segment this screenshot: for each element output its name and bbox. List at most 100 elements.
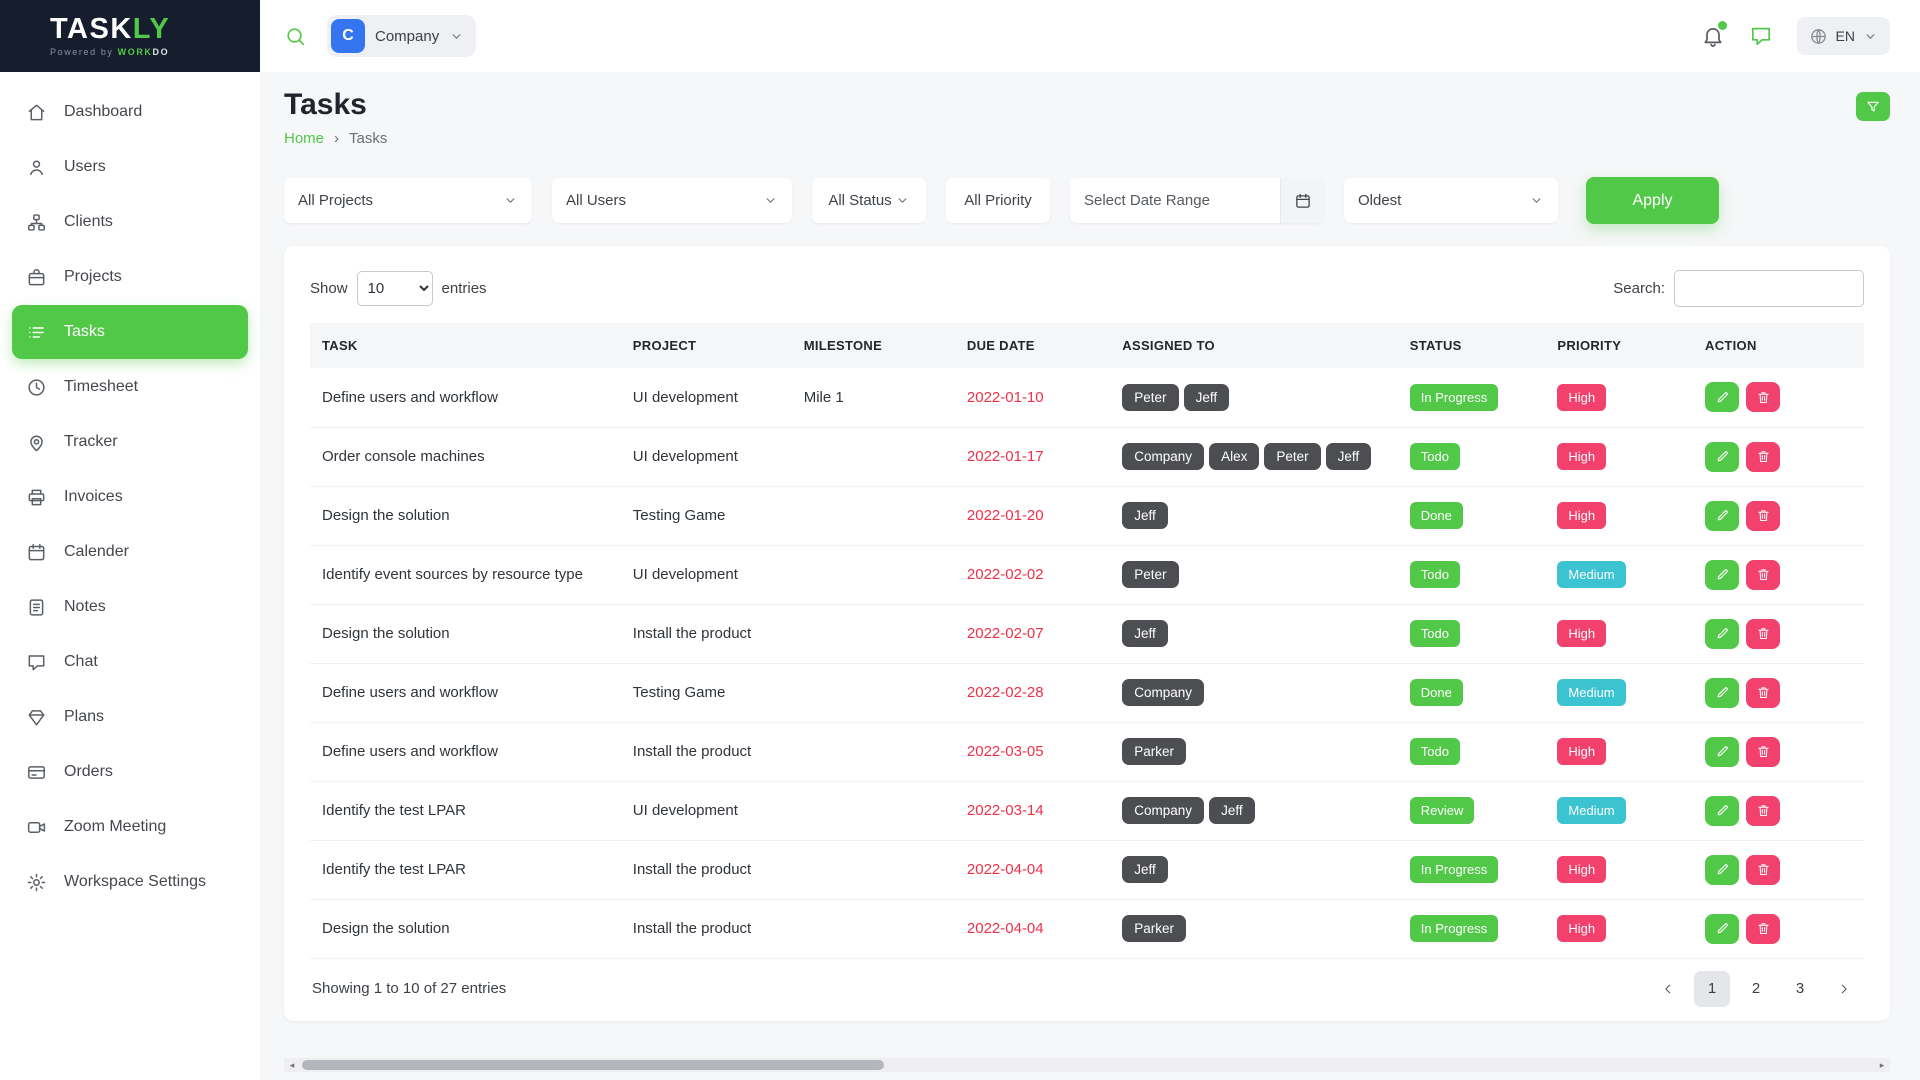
date-range-input[interactable] bbox=[1070, 178, 1280, 223]
assigned-to: Company Jeff bbox=[1110, 781, 1398, 841]
sidebar-item-plans[interactable]: Plans bbox=[12, 690, 248, 744]
pagination-next-button[interactable] bbox=[1826, 971, 1862, 1007]
edit-task-button[interactable] bbox=[1705, 559, 1740, 590]
edit-task-button[interactable] bbox=[1705, 736, 1740, 767]
company-selector[interactable]: C Company bbox=[327, 15, 477, 57]
task-name: Define users and workflow bbox=[310, 368, 621, 428]
scrollbar-thumb[interactable] bbox=[302, 1060, 885, 1070]
calendar-icon[interactable] bbox=[1280, 178, 1324, 223]
due-date: 2022-04-04 bbox=[954, 899, 1111, 959]
delete-task-button[interactable] bbox=[1746, 500, 1781, 531]
projects-filter-select[interactable]: All Projects bbox=[284, 178, 532, 223]
projects-icon bbox=[26, 267, 47, 288]
sidebar-item-clients[interactable]: Clients bbox=[12, 195, 248, 249]
row-actions bbox=[1693, 368, 1864, 428]
language-selector[interactable]: EN bbox=[1796, 17, 1890, 55]
row-actions bbox=[1693, 604, 1864, 664]
delete-task-button[interactable] bbox=[1746, 382, 1781, 413]
assignee-badge: Jeff bbox=[1325, 443, 1372, 470]
company-label: Company bbox=[375, 27, 440, 45]
edit-task-button[interactable] bbox=[1705, 795, 1740, 826]
column-header-milestone[interactable]: MILESTONE bbox=[791, 323, 955, 368]
table-row: Design the solution Install the product 20… bbox=[310, 604, 1864, 664]
sidebar-item-workspace-settings[interactable]: Workspace Settings bbox=[12, 855, 248, 909]
sidebar-item-tracker[interactable]: Tracker bbox=[12, 415, 248, 469]
assignee-badge: Peter bbox=[1264, 443, 1321, 470]
sidebar-item-projects[interactable]: Projects bbox=[12, 250, 248, 304]
assigned-to: Parker bbox=[1110, 899, 1398, 959]
sidebar-item-chat[interactable]: Chat bbox=[12, 635, 248, 689]
edit-task-button[interactable] bbox=[1705, 854, 1740, 885]
sidebar-item-timesheet[interactable]: Timesheet bbox=[12, 360, 248, 414]
column-header-status[interactable]: STATUS bbox=[1397, 323, 1546, 368]
clients-icon bbox=[26, 212, 47, 233]
video-icon bbox=[26, 817, 47, 838]
pagination-page-1[interactable]: 1 bbox=[1694, 970, 1730, 1007]
column-header-project[interactable]: PROJECT bbox=[620, 323, 792, 368]
top-header: TASKLY Powered by WORKDO C Company EN bbox=[0, 0, 1920, 72]
scrollbar-track[interactable] bbox=[300, 1058, 1874, 1072]
notifications-button[interactable] bbox=[1701, 21, 1727, 48]
sidebar-item-invoices[interactable]: Invoices bbox=[12, 470, 248, 524]
assigned-to: Parker bbox=[1110, 722, 1398, 782]
edit-task-button[interactable] bbox=[1705, 618, 1740, 649]
brand-logo[interactable]: TASKLY Powered by WORKDO bbox=[0, 0, 260, 72]
table-row: Identify event sources by resource type U… bbox=[310, 545, 1864, 605]
users-filter-select[interactable]: All Users bbox=[552, 178, 792, 223]
delete-task-button[interactable] bbox=[1746, 913, 1781, 944]
edit-task-button[interactable] bbox=[1705, 441, 1740, 472]
messages-button[interactable] bbox=[1749, 24, 1773, 48]
table-search-input[interactable] bbox=[1674, 270, 1864, 307]
calendar-icon bbox=[26, 542, 47, 563]
edit-task-button[interactable] bbox=[1705, 677, 1740, 708]
column-header-due-date[interactable]: DUE DATE bbox=[954, 323, 1111, 368]
filter-toggle-button[interactable] bbox=[1856, 92, 1890, 121]
column-header-priority[interactable]: PRIORITY bbox=[1545, 323, 1694, 368]
status-filter-select[interactable]: All Status bbox=[812, 178, 926, 223]
delete-task-button[interactable] bbox=[1746, 559, 1781, 590]
assignee-badge: Jeff bbox=[1122, 620, 1168, 647]
assignee-badge: Alex bbox=[1209, 443, 1260, 470]
delete-task-button[interactable] bbox=[1746, 618, 1781, 649]
sidebar-item-orders[interactable]: Orders bbox=[12, 745, 248, 799]
sidebar-item-label: Users bbox=[64, 158, 106, 175]
status-badge: Done bbox=[1409, 679, 1463, 706]
sidebar-item-calender[interactable]: Calender bbox=[12, 525, 248, 579]
delete-task-button[interactable] bbox=[1746, 736, 1781, 767]
apply-button[interactable]: Apply bbox=[1586, 177, 1719, 224]
sidebar-item-zoom-meeting[interactable]: Zoom Meeting bbox=[12, 800, 248, 854]
invoices-icon bbox=[26, 487, 47, 508]
edit-task-button[interactable] bbox=[1705, 913, 1740, 944]
due-date: 2022-04-04 bbox=[954, 840, 1111, 900]
edit-task-button[interactable] bbox=[1705, 382, 1740, 413]
scroll-left-arrow-icon[interactable]: ◂ bbox=[289, 1059, 295, 1070]
priority-filter-select[interactable]: All Priority bbox=[946, 178, 1050, 223]
column-header-assigned-to[interactable]: ASSIGNED TO bbox=[1110, 323, 1398, 368]
entries-select[interactable]: 10 bbox=[356, 271, 433, 306]
breadcrumb-home-link[interactable]: Home bbox=[284, 130, 325, 147]
delete-task-button[interactable] bbox=[1746, 854, 1781, 885]
edit-task-button[interactable] bbox=[1705, 500, 1740, 531]
sidebar-item-dashboard[interactable]: Dashboard bbox=[12, 85, 248, 139]
assigned-to: Jeff bbox=[1110, 604, 1398, 664]
scroll-right-arrow-icon[interactable]: ▸ bbox=[1879, 1059, 1885, 1070]
search-icon[interactable] bbox=[284, 25, 307, 48]
delete-task-button[interactable] bbox=[1746, 441, 1781, 472]
horizontal-scrollbar[interactable]: ◂ ▸ bbox=[284, 1058, 1890, 1072]
milestone bbox=[791, 545, 955, 605]
column-header-task[interactable]: TASK bbox=[310, 323, 621, 368]
sidebar-item-users[interactable]: Users bbox=[12, 140, 248, 194]
sidebar-item-tasks[interactable]: Tasks bbox=[12, 305, 248, 359]
pagination-page-3[interactable]: 3 bbox=[1782, 971, 1818, 1007]
sidebar-item-notes[interactable]: Notes bbox=[12, 580, 248, 634]
pagination-page-2[interactable]: 2 bbox=[1738, 971, 1774, 1007]
sort-select[interactable]: Oldest bbox=[1344, 178, 1558, 223]
pagination-prev-button[interactable] bbox=[1650, 971, 1686, 1007]
milestone bbox=[791, 722, 955, 782]
milestone bbox=[791, 604, 955, 664]
assigned-to: Peter bbox=[1110, 545, 1398, 605]
column-header-action[interactable]: ACTION bbox=[1693, 323, 1864, 368]
delete-task-button[interactable] bbox=[1746, 677, 1781, 708]
delete-task-button[interactable] bbox=[1746, 795, 1781, 826]
assignee-badge: Peter bbox=[1122, 383, 1179, 411]
